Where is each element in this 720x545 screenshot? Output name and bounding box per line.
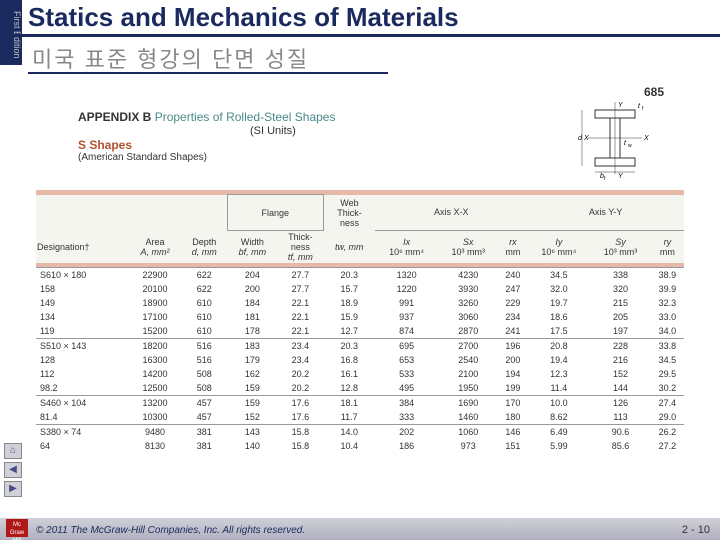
appendix-bold: APPENDIX B: [78, 110, 151, 124]
table-row: 81.41030045715217.611.733314601808.62113…: [36, 410, 684, 425]
table-row: S380 × 74948038114315.814.020210601466.4…: [36, 425, 684, 440]
svg-text:f: f: [604, 176, 606, 180]
properties-table: FlangeWeb Thick- nessAxis X-XAxis Y-YDes…: [36, 190, 684, 453]
footer-bar: Mc Graw Hill © 2011 The McGraw-Hill Comp…: [0, 518, 720, 540]
table-row: 1121420050816220.216.1533210019412.31522…: [36, 367, 684, 381]
ibeam-diagram: tf Y X X d tw Y bf: [570, 100, 660, 180]
table-row: 1491890061018422.118.9991326022919.72153…: [36, 296, 684, 310]
page-number-top: 685: [644, 85, 664, 99]
svg-text:Y: Y: [618, 102, 624, 109]
svg-text:X: X: [643, 135, 649, 142]
svg-text:w: w: [628, 143, 632, 149]
table-row: S610 × 1802290062220427.720.313204230240…: [36, 268, 684, 283]
shapes-label: S Shapes: [78, 138, 132, 152]
svg-text:t: t: [624, 140, 627, 147]
prev-icon[interactable]: ◀: [4, 462, 22, 478]
table-row: S460 × 1041320045715917.618.138416901701…: [36, 396, 684, 411]
table-row: 1191520061017822.112.7874287024117.51973…: [36, 324, 684, 339]
table-row: 1582010062220027.715.71220393024732.0320…: [36, 282, 684, 296]
subtitle: 미국 표준 형강의 단면 성질: [32, 42, 309, 74]
svg-text:f: f: [642, 106, 644, 112]
copyright: © 2011 The McGraw-Hill Companies, Inc. A…: [36, 525, 305, 536]
appendix-label: APPENDIX B Properties of Rolled-Steel Sh…: [78, 110, 335, 124]
table-row: 1341710061018122.115.9937306023418.62053…: [36, 310, 684, 324]
page-title: Statics and Mechanics of Materials: [28, 2, 459, 33]
subtitle-underline: [28, 72, 388, 74]
home-icon[interactable]: ⌂: [4, 443, 22, 459]
svg-text:t: t: [638, 103, 641, 110]
shapes-sub: (American Standard Shapes): [78, 152, 207, 163]
next-icon[interactable]: ▶: [4, 481, 22, 497]
table-row: 1281630051617923.416.8653254020019.42163…: [36, 353, 684, 367]
table-row: S510 × 1431820051618323.420.369527001962…: [36, 339, 684, 354]
appendix-title: Properties of Rolled-Steel Shapes: [155, 110, 336, 124]
table-row: 98.21250050815920.212.8495195019911.4144…: [36, 381, 684, 396]
svg-text:X: X: [583, 135, 589, 142]
table-row: 64813038114015.810.41869731515.9985.627.…: [36, 439, 684, 453]
edition-tab: First Edition: [0, 0, 22, 65]
page-footer: 2 - 10: [682, 524, 710, 536]
nav-icons: ⌂ ◀ ▶: [4, 443, 24, 500]
title-underline: [0, 34, 720, 37]
mcgraw-logo: Mc Graw Hill: [6, 519, 28, 537]
svg-text:Y: Y: [618, 173, 624, 180]
si-units: (SI Units): [250, 125, 296, 137]
